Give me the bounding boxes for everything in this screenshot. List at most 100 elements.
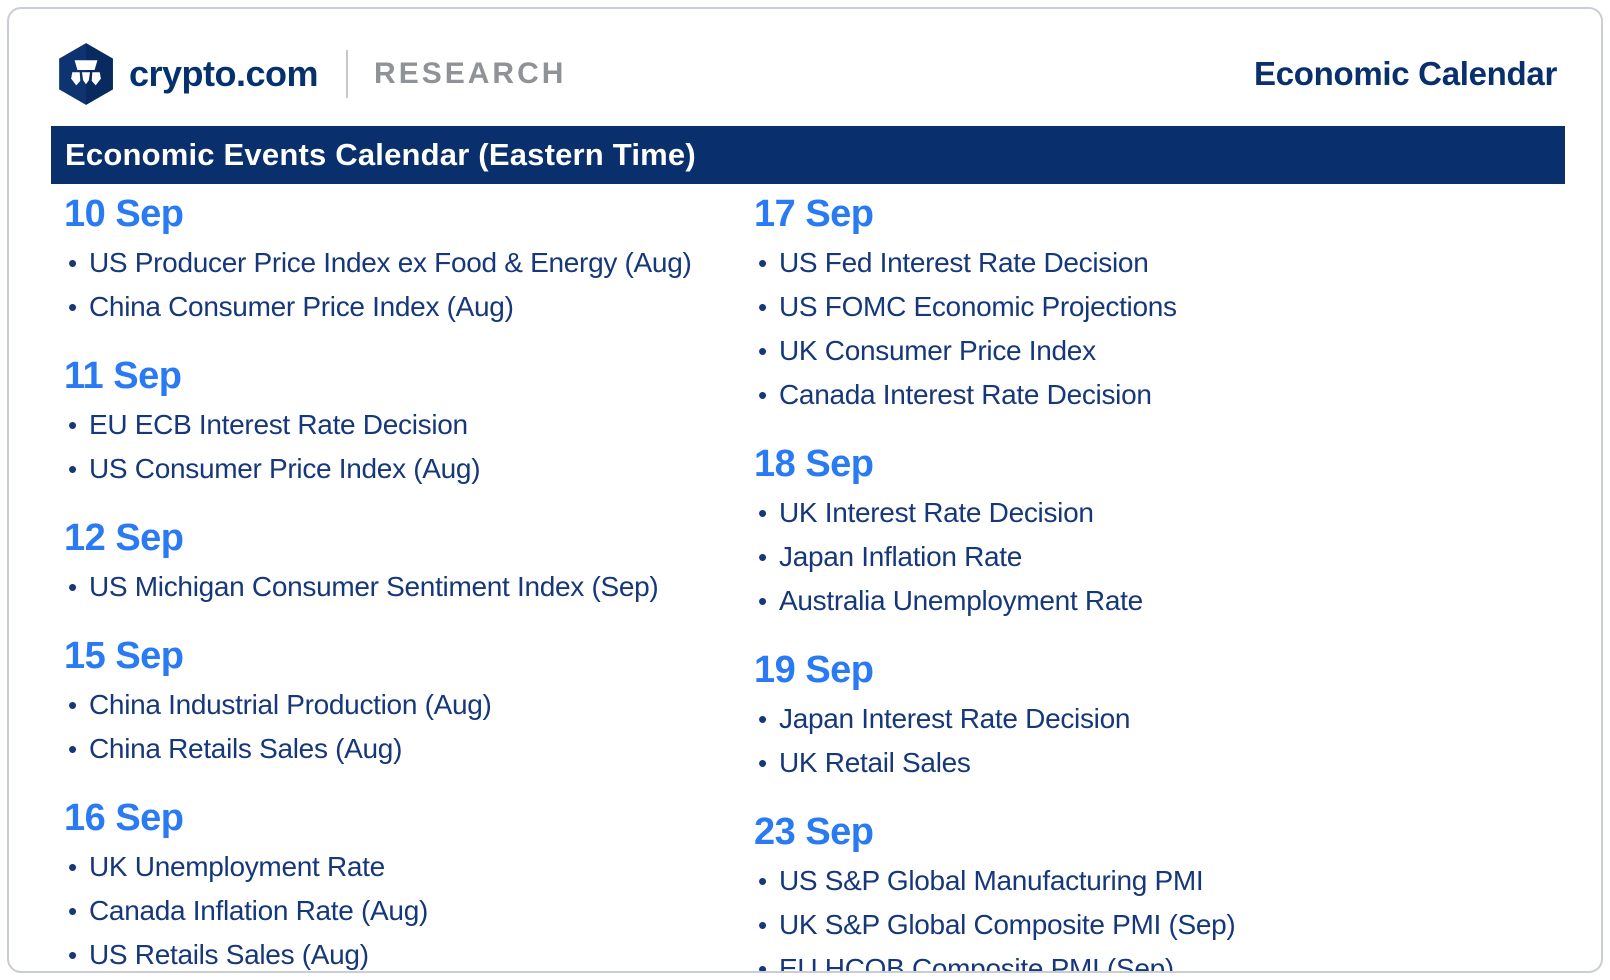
date-heading: 18 Sep (754, 443, 874, 485)
event-label: EU HCOB Composite PMI (Sep) (779, 953, 1174, 973)
header: crypto.com RESEARCH Economic Calendar (57, 39, 1557, 109)
bullet-icon: • (68, 896, 77, 926)
bullet-icon: • (758, 542, 767, 572)
date-section-10-sep: 10 Sep • US Producer Price Index ex Food … (64, 192, 754, 329)
event-item: • Australia Unemployment Rate (754, 579, 1571, 623)
event-label: UK Retail Sales (779, 747, 971, 778)
event-list: • Japan Interest Rate Decision • UK Retail… (754, 697, 1571, 785)
bullet-icon: • (758, 336, 767, 366)
event-label: Canada Interest Rate Decision (779, 379, 1152, 410)
event-label: Australia Unemployment Rate (779, 585, 1143, 616)
date-section-11-sep: 11 Sep • EU ECB Interest Rate Decision • U… (64, 354, 754, 491)
event-list: • China Industrial Production (Aug) • Chin… (64, 683, 754, 771)
date-section-16-sep: 16 Sep • UK Unemployment Rate • Canada Inf… (64, 796, 754, 971)
bullet-icon: • (758, 910, 767, 940)
event-item: • US S&P Global Manufacturing PMI (754, 859, 1571, 903)
date-section-19-sep: 19 Sep • Japan Interest Rate Decision • UK… (754, 648, 1571, 785)
bullet-icon: • (68, 410, 77, 440)
brand-divider (346, 50, 349, 98)
event-list: • EU ECB Interest Rate Decision • US Consu… (64, 403, 754, 491)
event-label: Canada Inflation Rate (Aug) (89, 895, 429, 926)
event-label: UK Interest Rate Decision (779, 497, 1094, 528)
crypto-com-hexagon-lion-icon (57, 42, 115, 106)
event-item: • China Consumer Price Index (Aug) (64, 285, 754, 329)
event-item: • China Industrial Production (Aug) (64, 683, 754, 727)
event-label: China Consumer Price Index (Aug) (89, 291, 514, 322)
event-list: • US Michigan Consumer Sentiment Index (S… (64, 565, 754, 609)
event-label: EU ECB Interest Rate Decision (89, 409, 468, 440)
date-heading: 16 Sep (64, 797, 184, 839)
date-section-17-sep: 17 Sep • US Fed Interest Rate Decision • U… (754, 192, 1571, 417)
date-section-12-sep: 12 Sep • US Michigan Consumer Sentiment I… (64, 516, 754, 609)
event-label: UK Unemployment Rate (89, 851, 385, 882)
bullet-icon: • (68, 248, 77, 278)
calendar-columns: 10 Sep • US Producer Price Index ex Food … (9, 184, 1601, 973)
date-heading: 12 Sep (64, 517, 184, 559)
event-label: US Fed Interest Rate Decision (779, 247, 1149, 278)
bullet-icon: • (758, 380, 767, 410)
event-item: • UK Unemployment Rate (64, 845, 754, 889)
event-item: • US Fed Interest Rate Decision (754, 241, 1571, 285)
event-label: US Michigan Consumer Sentiment Index (Se… (89, 571, 659, 602)
bullet-icon: • (68, 734, 77, 764)
event-label: China Industrial Production (Aug) (89, 689, 492, 720)
event-list: • US S&P Global Manufacturing PMI • UK S&P… (754, 859, 1571, 973)
calendar-column-left: 10 Sep • US Producer Price Index ex Food … (64, 192, 754, 971)
event-item: • EU ECB Interest Rate Decision (64, 403, 754, 447)
bullet-icon: • (68, 572, 77, 602)
bullet-icon: • (758, 954, 767, 973)
bullet-icon: • (68, 690, 77, 720)
date-heading: 19 Sep (754, 649, 874, 691)
date-heading: 10 Sep (64, 193, 184, 235)
date-heading: 15 Sep (64, 635, 184, 677)
event-label: Japan Inflation Rate (779, 541, 1023, 572)
event-item: • UK Retail Sales (754, 741, 1571, 785)
bullet-icon: • (758, 248, 767, 278)
event-label: US Consumer Price Index (Aug) (89, 453, 481, 484)
event-item: • US Consumer Price Index (Aug) (64, 447, 754, 491)
event-item: • EU HCOB Composite PMI (Sep) (754, 947, 1571, 973)
bullet-icon: • (68, 454, 77, 484)
page-title: Economic Calendar (1254, 55, 1557, 92)
calendar-column-right: 17 Sep • US Fed Interest Rate Decision • U… (754, 192, 1571, 973)
event-item: • Japan Inflation Rate (754, 535, 1571, 579)
event-list: • UK Interest Rate Decision • Japan Inflat… (754, 491, 1571, 623)
event-label: Japan Interest Rate Decision (779, 703, 1131, 734)
event-label: UK Consumer Price Index (779, 335, 1096, 366)
bullet-icon: • (758, 704, 767, 734)
bullet-icon: • (758, 748, 767, 778)
event-list: • UK Unemployment Rate • Canada Inflation … (64, 845, 754, 971)
event-label: US Producer Price Index ex Food & Energy… (89, 247, 692, 278)
date-section-15-sep: 15 Sep • China Industrial Production (Aug… (64, 634, 754, 771)
event-label: US Retails Sales (Aug) (89, 939, 369, 970)
event-item: • US Michigan Consumer Sentiment Index (S… (64, 565, 754, 609)
event-item: • US FOMC Economic Projections (754, 285, 1571, 329)
economic-calendar-card: crypto.com RESEARCH Economic Calendar Ec… (7, 7, 1603, 973)
bullet-icon: • (758, 292, 767, 322)
event-item: • Japan Interest Rate Decision (754, 697, 1571, 741)
event-list: • US Producer Price Index ex Food & Energ… (64, 241, 754, 329)
bullet-icon: • (758, 586, 767, 616)
event-label: China Retails Sales (Aug) (89, 733, 403, 764)
banner: Economic Events Calendar (Eastern Time) (51, 126, 1565, 184)
brand-research-label: RESEARCH (374, 57, 567, 90)
date-heading: 17 Sep (754, 193, 874, 235)
event-label: UK S&P Global Composite PMI (Sep) (779, 909, 1236, 940)
event-list: • US Fed Interest Rate Decision • US FOMC … (754, 241, 1571, 417)
date-section-18-sep: 18 Sep • UK Interest Rate Decision • Japan… (754, 442, 1571, 623)
bullet-icon: • (68, 852, 77, 882)
bullet-icon: • (68, 940, 77, 970)
banner-title: Economic Events Calendar (Eastern Time) (65, 137, 696, 172)
bullet-icon: • (758, 866, 767, 896)
event-item: • UK Consumer Price Index (754, 329, 1571, 373)
bullet-icon: • (68, 292, 77, 322)
event-item: • Canada Inflation Rate (Aug) (64, 889, 754, 933)
event-label: US S&P Global Manufacturing PMI (779, 865, 1204, 896)
event-item: • US Retails Sales (Aug) (64, 933, 754, 971)
event-item: • China Retails Sales (Aug) (64, 727, 754, 771)
event-item: • UK Interest Rate Decision (754, 491, 1571, 535)
event-item: • Canada Interest Rate Decision (754, 373, 1571, 417)
event-item: • UK S&P Global Composite PMI (Sep) (754, 903, 1571, 947)
bullet-icon: • (758, 498, 767, 528)
event-item: • US Producer Price Index ex Food & Energ… (64, 241, 754, 285)
